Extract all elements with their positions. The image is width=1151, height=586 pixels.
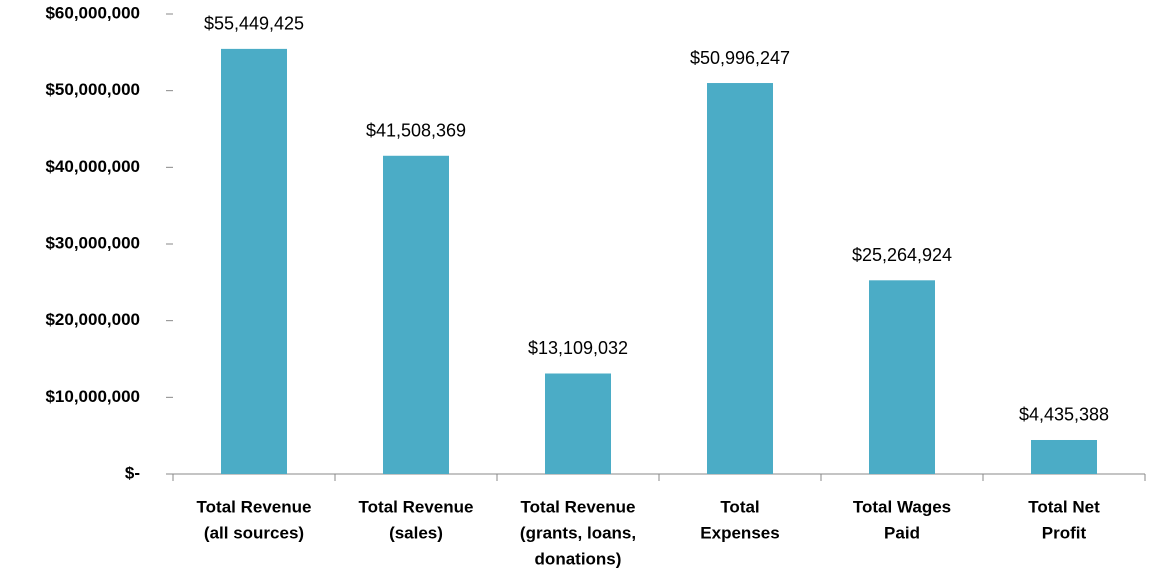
x-tick-label: Paid [884,523,920,542]
x-tick-label: Expenses [700,523,779,542]
y-tick-label: $60,000,000 [45,3,140,22]
bar [869,280,935,474]
data-label: $50,996,247 [690,48,790,68]
y-tick-label: $- [125,463,140,482]
x-tick-label: Profit [1042,523,1087,542]
y-tick-label: $30,000,000 [45,233,140,252]
data-label: $13,109,032 [528,338,628,358]
x-tick-label: Total Revenue [197,497,312,516]
x-tick-label: Total Revenue [521,497,636,516]
x-tick-label: (grants, loans, [520,523,636,542]
bar [221,48,287,474]
data-label: $4,435,388 [1019,405,1109,425]
y-tick-label: $20,000,000 [45,310,140,329]
x-tick-label: (all sources) [204,523,304,542]
y-tick-label: $10,000,000 [45,387,140,406]
data-label: $55,449,425 [204,14,304,34]
x-tick-label: Total Net [1028,497,1100,516]
data-label: $25,264,924 [852,245,952,265]
data-label: $41,508,369 [366,121,466,141]
x-tick-label: Total Wages [853,497,951,516]
x-tick-label: Total Revenue [359,497,474,516]
bar [383,155,449,474]
y-tick-label: $50,000,000 [45,80,140,99]
x-tick-label: (sales) [389,523,443,542]
bar [545,373,611,474]
y-tick-label: $40,000,000 [45,157,140,176]
x-tick-label: Total [720,497,759,516]
x-tick-label: donations) [535,549,622,568]
bar [707,83,773,474]
bar [1031,439,1097,474]
